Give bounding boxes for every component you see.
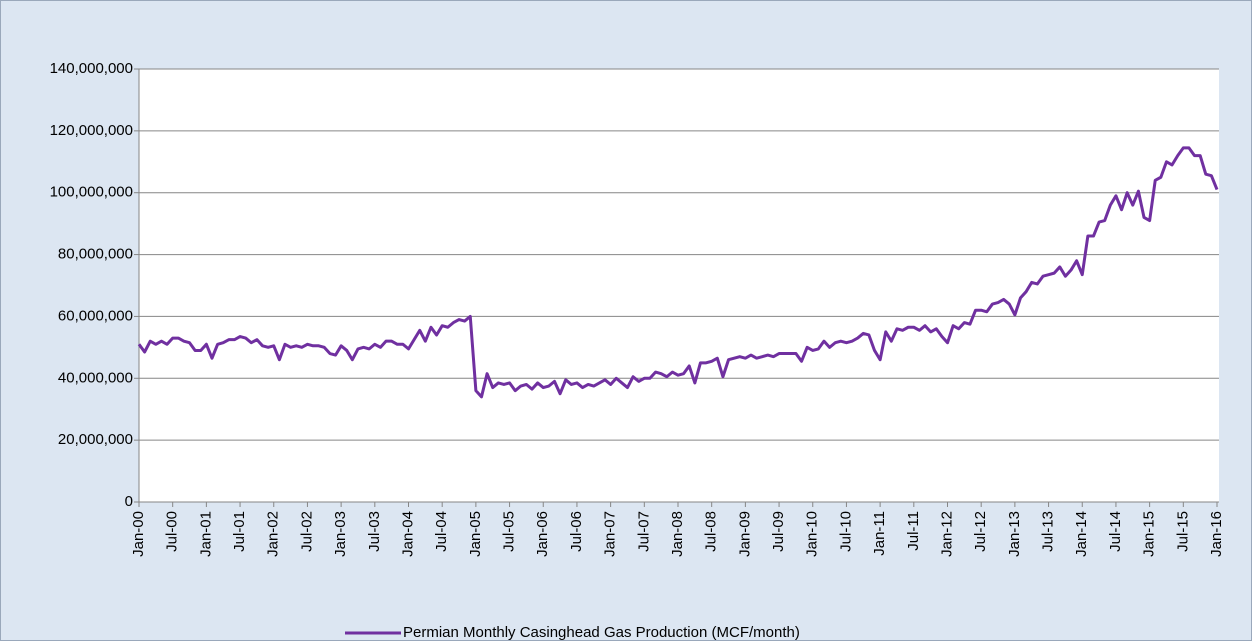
x-tick-label: Jan-11 bbox=[871, 511, 888, 556]
x-tick-label: Jan-09 bbox=[736, 511, 753, 557]
x-tick-label: Jul-13 bbox=[1040, 511, 1057, 552]
x-tick-label: Jan-00 bbox=[130, 511, 147, 557]
y-tick-label: 0 bbox=[125, 493, 133, 510]
x-tick-label: Jul-04 bbox=[433, 511, 450, 552]
x-tick-label: Jul-00 bbox=[164, 511, 181, 552]
x-tick-label: Jan-16 bbox=[1208, 511, 1225, 557]
plot-area bbox=[139, 69, 1219, 502]
x-tick-label: Jul-14 bbox=[1107, 511, 1124, 552]
x-tick-label: Jan-12 bbox=[938, 511, 955, 557]
x-tick-label: Jan-10 bbox=[804, 511, 821, 557]
x-tick-label: Jul-10 bbox=[837, 511, 854, 552]
x-tick-label: Jan-13 bbox=[1006, 511, 1023, 557]
x-tick-label: Jan-03 bbox=[332, 511, 349, 557]
x-tick-label: Jan-15 bbox=[1141, 511, 1158, 557]
x-tick-label: Jul-12 bbox=[972, 511, 989, 552]
x-tick-label: Jan-02 bbox=[265, 511, 282, 557]
x-tick-label: Jul-08 bbox=[703, 511, 720, 552]
y-tick-label: 20,000,000 bbox=[58, 431, 133, 448]
x-tick-label: Jul-05 bbox=[501, 511, 518, 552]
y-tick-label: 40,000,000 bbox=[58, 369, 133, 386]
data-line bbox=[137, 146, 1219, 399]
x-tick-label: Jan-04 bbox=[399, 511, 416, 557]
x-tick-label: Jan-06 bbox=[534, 511, 551, 557]
y-tick-label: 80,000,000 bbox=[58, 246, 133, 263]
legend-label: Permian Monthly Casinghead Gas Productio… bbox=[403, 624, 800, 641]
x-tick-label: Jan-08 bbox=[669, 511, 686, 557]
x-tick-label: Jul-07 bbox=[635, 511, 652, 552]
y-tick-label: 60,000,000 bbox=[58, 307, 133, 324]
x-tick-label: Jan-07 bbox=[602, 511, 619, 557]
x-tick-label: Jul-09 bbox=[770, 511, 787, 552]
x-tick-label: Jul-11 bbox=[905, 511, 922, 551]
y-tick-label: 100,000,000 bbox=[50, 184, 133, 201]
x-tick-label: Jan-01 bbox=[197, 511, 214, 557]
x-tick-label: Jul-15 bbox=[1174, 511, 1191, 552]
y-tick-label: 120,000,000 bbox=[50, 122, 133, 139]
x-tick-label: Jul-06 bbox=[568, 511, 585, 552]
x-tick-label: Jul-02 bbox=[298, 511, 315, 552]
x-tick-label: Jan-05 bbox=[467, 511, 484, 557]
y-tick-label: 140,000,000 bbox=[50, 60, 133, 77]
x-tick-label: Jul-03 bbox=[366, 511, 383, 552]
x-tick-label: Jul-01 bbox=[231, 511, 248, 552]
x-tick-label: Jan-14 bbox=[1073, 511, 1090, 557]
